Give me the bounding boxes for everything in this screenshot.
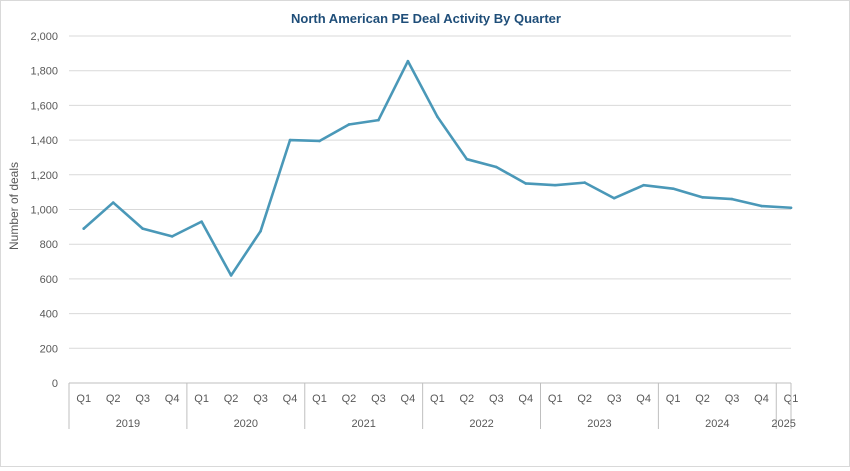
x-tick-label: Q3	[371, 393, 386, 405]
x-tick-label: Q1	[194, 393, 209, 405]
data-point	[730, 197, 734, 201]
x-tick-label: Q2	[342, 393, 357, 405]
data-point	[553, 183, 557, 187]
data-point	[377, 118, 380, 122]
data-point	[436, 115, 439, 118]
x-tick-label: Q4	[401, 393, 416, 405]
data-point	[200, 220, 203, 223]
data-point	[524, 182, 528, 185]
series-line	[82, 59, 793, 277]
data-point	[229, 274, 233, 277]
x-tick-label: Q4	[636, 393, 651, 405]
x-tick-label: Q1	[666, 393, 681, 405]
data-point	[495, 165, 498, 169]
y-tick-label: 1,600	[30, 100, 58, 112]
y-tick-label: 400	[40, 309, 58, 321]
y-tick-label: 0	[52, 378, 58, 390]
data-point	[406, 59, 410, 63]
x-tick-label: Q2	[577, 393, 592, 405]
x-tick-label: Q4	[518, 393, 533, 405]
x-tick-label: Q3	[725, 393, 740, 405]
x-year-label: 2020	[234, 418, 258, 430]
x-tick-label: Q1	[76, 393, 91, 405]
data-point	[789, 206, 793, 210]
y-tick-label: 1,200	[30, 170, 58, 182]
y-axis-ticks: 0 200 400 600 800 1,000 1,200 1,400 1,600 1,800 2,…	[30, 31, 58, 390]
x-tick-label: Q3	[253, 393, 268, 405]
y-tick-label: 1,000	[30, 205, 58, 217]
y-tick-label: 200	[40, 343, 58, 355]
data-point	[82, 227, 86, 230]
y-tick-label: 2,000	[30, 31, 58, 43]
x-tick-label: Q2	[695, 393, 710, 405]
x-tick-label: Q4	[754, 393, 769, 405]
y-tick-label: 1,400	[30, 135, 58, 147]
x-year-label: 2025	[771, 418, 795, 430]
chart-title: North American PE Deal Activity By Quart…	[291, 11, 561, 26]
data-point	[259, 229, 262, 233]
data-point	[760, 204, 763, 208]
x-tick-label: Q1	[312, 393, 327, 405]
gridlines	[69, 35, 791, 349]
x-year-label: 2021	[351, 418, 375, 430]
series-layer	[82, 59, 793, 277]
x-tick-label: Q4	[165, 393, 180, 405]
y-tick-label: 1,800	[30, 66, 58, 78]
x-year-label: 2022	[469, 418, 493, 430]
x-tick-label: Q2	[224, 393, 239, 405]
data-point	[111, 201, 115, 204]
data-point	[612, 196, 616, 200]
data-point	[347, 123, 351, 126]
x-tick-label: Q3	[607, 393, 622, 405]
y-axis-label: Number of deals	[7, 162, 21, 250]
x-tick-label: Q4	[283, 393, 298, 405]
y-tick-label: 800	[40, 239, 58, 251]
x-tick-label: Q1	[548, 393, 563, 405]
data-point	[170, 235, 174, 238]
x-tick-label: Q3	[135, 393, 150, 405]
x-year-label: 2024	[705, 418, 729, 430]
data-point	[671, 187, 675, 190]
x-tick-label: Q2	[459, 393, 474, 405]
x-axis: Q1 Q2 Q3 Q4 Q1 Q2 Q3 Q4 Q1 Q2 Q3 Q4 Q1 Q2 Q3 Q4 Q1 Q2 Q3 Q4…	[68, 382, 798, 430]
data-point	[318, 139, 321, 143]
data-point	[465, 157, 469, 161]
x-tick-label: Q2	[106, 393, 121, 405]
x-tick-label: Q1	[430, 393, 445, 405]
data-point	[642, 183, 645, 187]
data-point	[141, 227, 144, 230]
data-point	[701, 196, 704, 199]
x-year-label: 2019	[116, 418, 140, 430]
data-point	[583, 181, 587, 184]
y-tick-label: 600	[40, 274, 58, 286]
x-tick-label: Q3	[489, 393, 504, 405]
x-year-label: 2023	[587, 418, 611, 430]
data-point	[288, 138, 292, 142]
